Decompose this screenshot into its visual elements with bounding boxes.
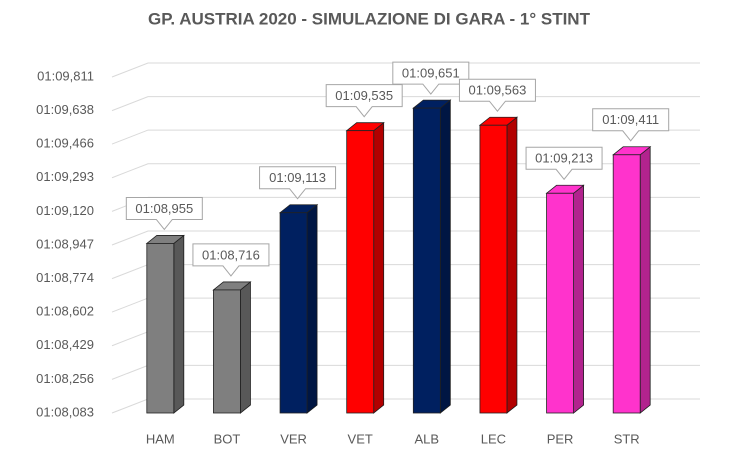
bar-side-shade [240, 281, 251, 413]
y-tick-label: 01:08,947 [36, 236, 94, 251]
bar-front [279, 212, 308, 414]
chart-title: GP. AUSTRIA 2020 - SIMULAZIONE DI GARA -… [148, 9, 591, 28]
bar-front [146, 243, 175, 414]
bar-side-shade [307, 204, 318, 413]
bar-side-shade [173, 235, 184, 413]
bar-side-shade [440, 100, 451, 413]
y-tick-label: 01:09,811 [37, 68, 94, 83]
y-tick-label: 01:08,429 [36, 337, 94, 352]
bar [278, 203, 319, 414]
data-label-box [259, 166, 337, 200]
bar-front [412, 107, 441, 414]
bar [345, 121, 385, 414]
x-tick-label: ALB [415, 431, 440, 446]
bar [212, 281, 252, 414]
data-label: 01:08,955 [135, 201, 193, 216]
y-tick-label: 01:09,466 [36, 136, 94, 151]
grid-line [111, 62, 700, 78]
data-label: 01:09,563 [469, 83, 527, 98]
x-tick-label: LEC [481, 431, 506, 446]
data-label: 01:09,651 [402, 66, 460, 81]
x-tick-label: PER [547, 431, 574, 446]
bar [612, 145, 652, 414]
data-label-box [525, 146, 603, 181]
y-tick-label: 01:08,083 [36, 404, 94, 419]
x-tick-label: STR [614, 431, 640, 446]
bar-front [479, 124, 508, 414]
bar-side-shade [640, 146, 651, 413]
bar [145, 234, 185, 414]
data-label: 01:09,411 [602, 112, 659, 127]
x-tick-label: BOT [214, 431, 241, 446]
data-label: 01:09,113 [269, 170, 326, 185]
data-label-box [325, 84, 403, 118]
data-label-box [592, 108, 670, 142]
data-label-box [192, 243, 270, 277]
bar-front [213, 289, 241, 414]
y-tick-label: 01:09,293 [36, 169, 94, 184]
data-label-box [458, 78, 536, 113]
data-label: 01:09,535 [335, 88, 393, 103]
bar [412, 99, 452, 414]
y-tick-label: 01:08,602 [36, 304, 94, 319]
bar-front [546, 192, 574, 414]
data-label-box [392, 61, 470, 95]
x-tick-label: VER [280, 431, 307, 446]
y-tick-label: 01:08,256 [36, 371, 94, 386]
bar-side-shade [373, 122, 384, 414]
bar-side-shade [573, 185, 584, 413]
data-label: 01:08,716 [202, 247, 260, 262]
bar [545, 184, 585, 414]
bar-front [612, 154, 641, 414]
bar [478, 116, 519, 414]
y-tick-label: 01:09,638 [36, 102, 94, 117]
x-tick-label: VET [348, 431, 373, 446]
y-tick-label: 01:09,120 [36, 203, 94, 218]
data-label: 01:09,213 [535, 151, 593, 166]
data-label-box [125, 196, 203, 231]
y-tick-label: 01:08,774 [36, 270, 94, 285]
bar-front [346, 130, 375, 414]
bar-side-shade [506, 117, 517, 413]
x-tick-label: HAM [146, 431, 175, 446]
